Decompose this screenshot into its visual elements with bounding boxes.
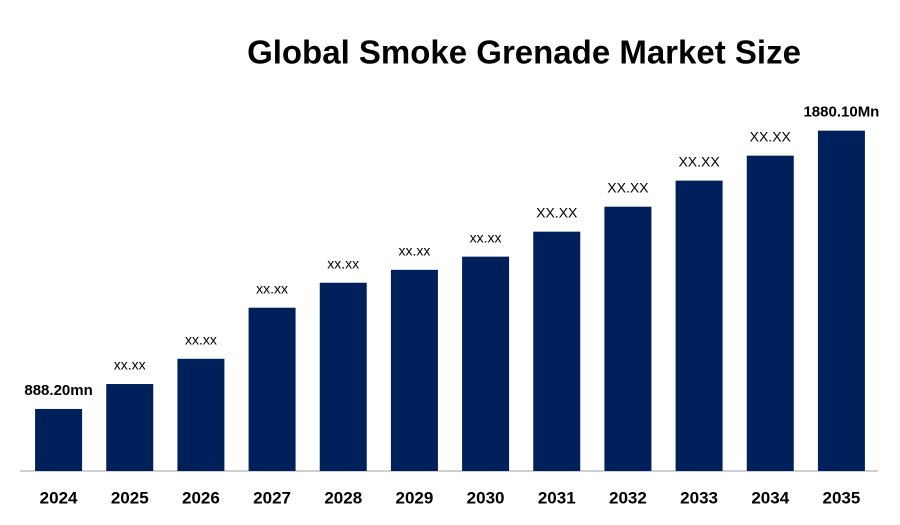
bar [604,206,652,471]
x-tick-label: 2025 [111,488,149,507]
bar [817,130,865,471]
bar [462,256,510,471]
x-tick-label: 2035 [823,488,861,507]
value-label: xx.xx [256,280,288,296]
x-tick-label: 2024 [40,488,78,507]
bar [35,408,83,471]
x-tick-label: 2027 [253,488,291,507]
x-tick-label: 2029 [396,488,434,507]
value-label: xx.xx [470,229,502,245]
value-label: 888.20mn [24,382,92,399]
value-label: XX.XX [678,153,720,169]
x-tick-label: 2034 [751,488,789,507]
bar [390,269,438,471]
bar [248,307,296,471]
value-label: xx.xx [185,331,217,347]
bar [319,282,367,471]
bar [177,358,225,471]
bar [533,231,581,471]
x-tick-label: 2028 [324,488,362,507]
x-tick-label: 2031 [538,488,576,507]
chart-title: Global Smoke Grenade Market Size [247,34,801,71]
value-label: 1880.10Mn [803,104,879,121]
x-tick-label: 2033 [680,488,718,507]
bar [675,180,723,471]
value-label: XX.XX [750,128,792,144]
value-label: XX.XX [607,179,649,195]
bar [746,155,794,471]
bar [106,384,154,471]
value-label: xx.xx [398,243,430,259]
x-tick-label: 2026 [182,488,220,507]
value-label: xx.xx [327,255,359,271]
value-label: xx.xx [114,357,146,373]
x-tick-label: 2032 [609,488,647,507]
value-label: XX.XX [536,204,578,220]
x-tick-label: 2030 [467,488,505,507]
